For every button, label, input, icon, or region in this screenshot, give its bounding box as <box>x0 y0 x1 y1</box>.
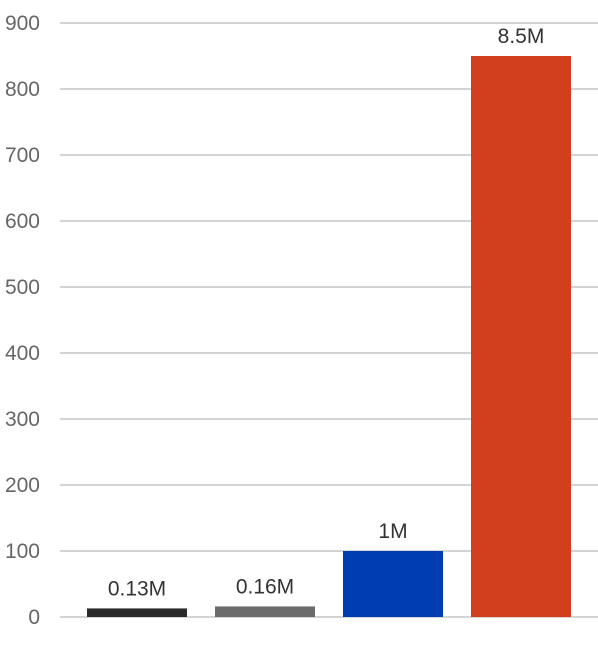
y-tick-label: 400 <box>5 342 40 365</box>
bar <box>87 608 187 617</box>
y-tick-label: 500 <box>5 276 40 299</box>
y-tick-label: 700 <box>5 144 40 167</box>
bar-value-label: 8.5M <box>498 25 545 48</box>
bars <box>87 56 571 617</box>
y-tick-label: 200 <box>5 474 40 497</box>
y-tick-label: 100 <box>5 540 40 563</box>
bar-value-label: 0.13M <box>108 577 166 600</box>
y-tick-label: 0 <box>28 606 40 629</box>
bar-value-labels: 0.13M 0.16M 1M 8.5M <box>108 25 545 600</box>
y-gridlines <box>60 22 598 618</box>
bar-value-label: 0.16M <box>236 575 294 598</box>
y-tick-label: 300 <box>5 408 40 431</box>
y-tick-label: 800 <box>5 78 40 101</box>
bar <box>215 606 315 617</box>
y-tick-label: 600 <box>5 210 40 233</box>
y-tick-label: 900 <box>5 12 40 35</box>
y-axis-tick-labels: 0 100 200 300 400 500 600 700 800 900 <box>5 12 40 629</box>
bar <box>343 551 443 617</box>
bar <box>471 56 571 617</box>
bar-value-label: 1M <box>378 520 407 543</box>
